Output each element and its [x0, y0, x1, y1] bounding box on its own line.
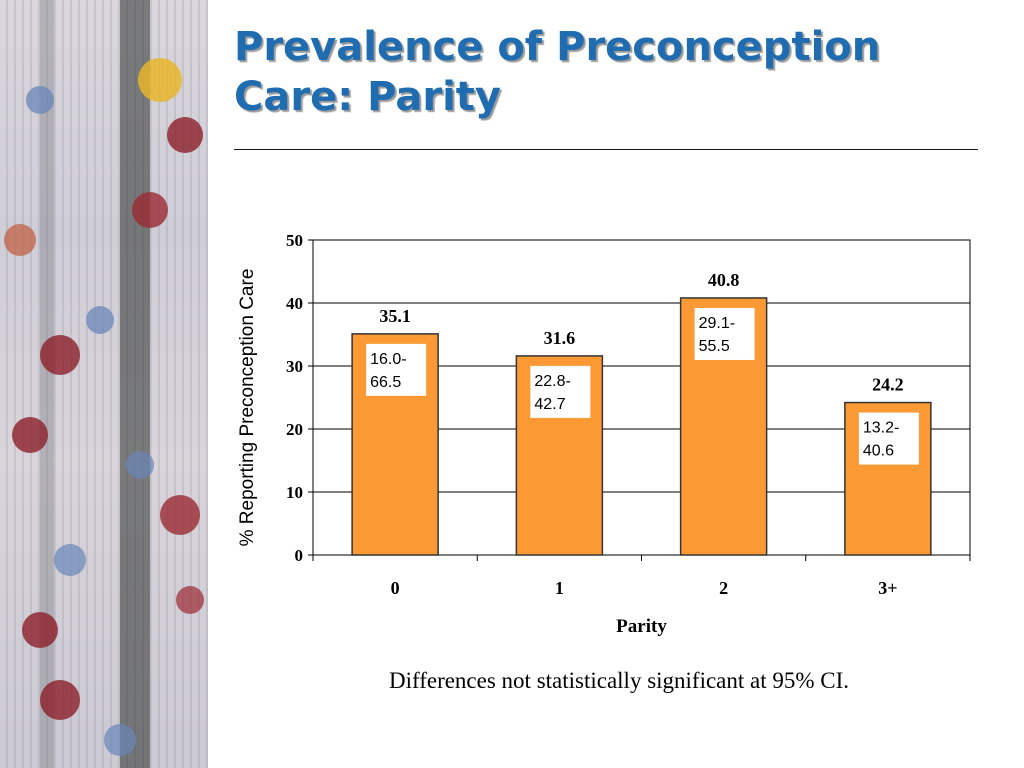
x-tick-label: 1	[555, 578, 564, 598]
data-label: 40.8	[708, 270, 740, 290]
ci-label-box	[694, 307, 755, 360]
y-tick-label: 30	[286, 357, 303, 376]
y-tick-label: 10	[286, 483, 303, 502]
title-divider	[234, 149, 978, 150]
data-label: 24.2	[872, 375, 904, 395]
ci-label-lower: 29.1-	[699, 315, 735, 332]
y-tick-label: 50	[286, 231, 303, 250]
slide-title-line-2: Care: Parity	[234, 74, 501, 120]
ci-label-upper: 40.6	[863, 443, 894, 460]
x-tick-label: 2	[719, 578, 728, 598]
ci-label-upper: 66.5	[370, 374, 401, 391]
data-label: 35.1	[379, 306, 411, 326]
decorative-pattern	[4, 0, 204, 768]
x-axis-title: Parity	[616, 616, 667, 637]
decorative-side-strip	[0, 0, 208, 768]
ci-label-box	[530, 365, 591, 418]
ci-label-lower: 16.0-	[370, 351, 406, 368]
footnote: Differences not statistically significan…	[388, 668, 850, 693]
x-tick-label: 0	[391, 578, 400, 598]
slide-title: Prevalence of Preconception Care: Parity	[234, 22, 994, 122]
y-tick-label: 20	[286, 420, 303, 439]
ci-label-lower: 22.8-	[534, 373, 570, 390]
ci-label-box	[858, 412, 919, 465]
y-axis-title: % Reporting Preconception Care	[237, 269, 258, 547]
ci-label-lower: 13.2-	[863, 420, 899, 437]
y-tick-label: 40	[286, 294, 303, 313]
data-label: 31.6	[544, 328, 576, 348]
ci-label-upper: 55.5	[699, 338, 730, 355]
slide-title-line-1: Prevalence of Preconception	[234, 24, 881, 70]
ci-label-box	[366, 343, 427, 396]
y-tick-label: 0	[295, 546, 304, 565]
ci-label-upper: 42.7	[534, 396, 565, 413]
x-tick-label: 3+	[878, 578, 897, 598]
